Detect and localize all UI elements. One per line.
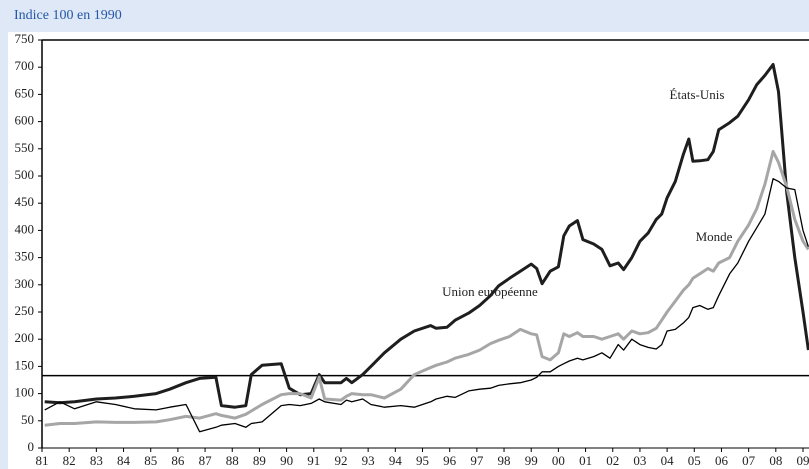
y-tick-label: 750 [15, 31, 35, 46]
y-tick-label: 250 [15, 303, 35, 318]
series-line [44, 178, 809, 433]
x-tick-label: 94 [389, 453, 403, 468]
x-tick-label: 86 [171, 453, 185, 468]
y-tick-label: 350 [15, 249, 35, 264]
y-tick-label: 400 [15, 221, 35, 236]
x-tick-label: 95 [416, 453, 429, 468]
x-tick-label: 87 [199, 453, 213, 468]
x-tick-label: 92 [334, 453, 347, 468]
x-tick-label: 09 [797, 453, 809, 468]
y-tick-label: 200 [15, 330, 35, 345]
x-tick-label: 07 [742, 453, 756, 468]
chart-title: Indice 100 en 1990 [14, 8, 122, 23]
x-tick-label: 83 [90, 453, 103, 468]
y-tick-label: 150 [15, 357, 35, 372]
x-tick-label: 85 [144, 453, 157, 468]
x-tick-label: 05 [688, 453, 701, 468]
y-tick-label: 500 [15, 167, 35, 182]
x-tick-label: 96 [443, 453, 457, 468]
x-tick-label: 99 [525, 453, 538, 468]
x-tick-label: 03 [633, 453, 646, 468]
x-tick-label: 08 [769, 453, 782, 468]
side-band [0, 0, 8, 469]
series-label: États-Unis [670, 87, 725, 102]
x-tick-label: 02 [606, 453, 619, 468]
x-tick-label: 88 [226, 453, 239, 468]
y-tick-label: 300 [15, 276, 35, 291]
y-tick-label: 650 [15, 85, 35, 100]
y-tick-label: 550 [15, 140, 35, 155]
series-line [44, 150, 809, 427]
y-tick-label: 600 [15, 113, 35, 128]
y-tick-label: 0 [28, 439, 35, 454]
x-tick-label: 84 [117, 453, 131, 468]
y-tick-label: 700 [15, 58, 35, 73]
x-tick-label: 04 [661, 453, 675, 468]
x-tick-label: 06 [715, 453, 729, 468]
x-tick-label: 98 [498, 453, 511, 468]
x-tick-label: 81 [36, 453, 49, 468]
y-tick-label: 100 [15, 385, 35, 400]
x-tick-label: 00 [552, 453, 565, 468]
series-label: Monde [696, 229, 733, 244]
series-line [44, 63, 809, 409]
x-tick-label: 91 [307, 453, 320, 468]
x-tick-label: 90 [280, 453, 293, 468]
x-tick-label: 82 [63, 453, 76, 468]
x-tick-label: 97 [470, 453, 484, 468]
series-label: Union européenne [442, 284, 538, 299]
x-tick-label: 89 [253, 453, 266, 468]
x-tick-label: 93 [362, 453, 375, 468]
y-tick-label: 450 [15, 194, 35, 209]
title-band [0, 0, 809, 32]
x-tick-label: 01 [579, 453, 592, 468]
y-tick-label: 50 [21, 412, 34, 427]
